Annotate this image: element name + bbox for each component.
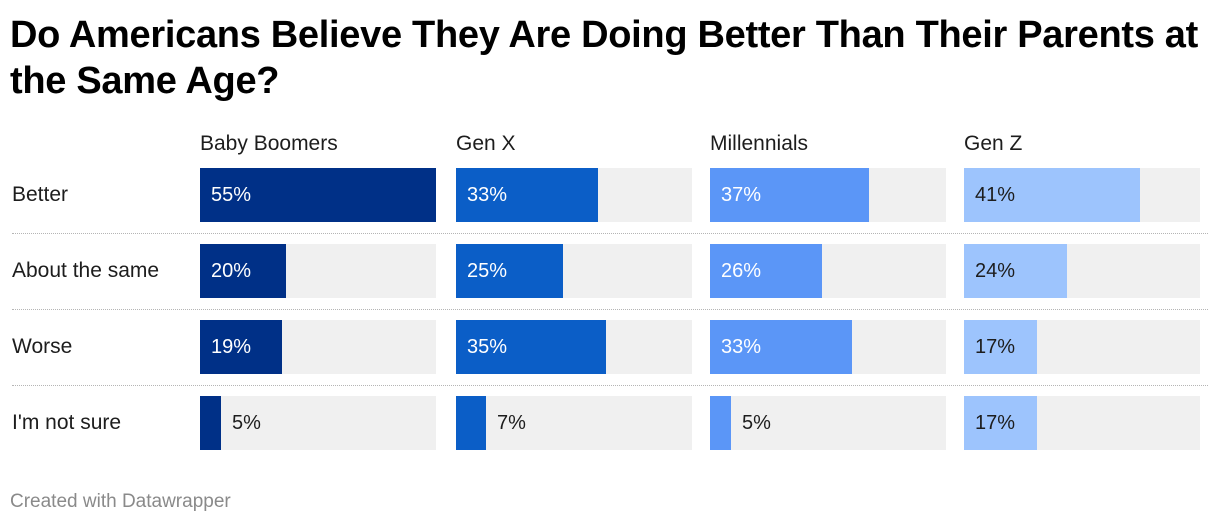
bar [710, 244, 822, 298]
bar-track: 24% [964, 244, 1200, 298]
row-label: Worse [12, 335, 73, 358]
bar-track: 41% [964, 168, 1200, 222]
data-label: 17% [975, 336, 1016, 358]
data-label: 55% [211, 184, 252, 206]
series-header: Baby Boomers [200, 132, 338, 155]
data-label: 37% [721, 184, 762, 206]
data-label: 26% [721, 260, 762, 282]
bar [964, 320, 1037, 374]
bar [964, 244, 1067, 298]
series-header: Millennials [710, 132, 809, 155]
bar-track: 33% [456, 168, 692, 222]
row-separator [12, 233, 1208, 234]
bar-track: 35% [456, 320, 692, 374]
bar [456, 320, 606, 374]
series-header: Gen X [456, 132, 516, 155]
bar [200, 168, 436, 222]
bar-track: 37% [710, 168, 946, 222]
data-label: 25% [467, 260, 508, 282]
row-label: About the same [12, 259, 160, 282]
bar-track: 26% [710, 244, 946, 298]
bar [710, 320, 852, 374]
bar [710, 168, 869, 222]
data-label: 20% [211, 260, 252, 282]
bar [200, 244, 286, 298]
bar-track: 25% [456, 244, 692, 298]
bar [964, 168, 1140, 222]
bar [964, 396, 1037, 450]
bar-track: 33% [710, 320, 946, 374]
data-label: 33% [467, 184, 508, 206]
data-label: 19% [211, 336, 252, 358]
data-label: 24% [975, 260, 1016, 282]
bar-track: 19% [200, 320, 436, 374]
row-separator [12, 385, 1208, 386]
bar-track: 17% [964, 320, 1200, 374]
row-separator [12, 309, 1208, 310]
footer-credit: Created with Datawrapper [10, 491, 231, 512]
data-label: 35% [467, 336, 508, 358]
data-label: 17% [975, 412, 1016, 434]
bar [710, 396, 731, 450]
row-label: Better [12, 183, 69, 206]
bar-track: 55% [200, 168, 436, 222]
bar-track: 20% [200, 244, 436, 298]
data-label: 33% [721, 336, 762, 358]
data-label: 7% [497, 412, 526, 434]
bar [456, 396, 486, 450]
bar [200, 396, 221, 450]
data-label: 5% [742, 412, 771, 434]
bar-track: 7% [456, 396, 692, 450]
bar-track: 5% [200, 396, 436, 450]
bar [456, 168, 598, 222]
bar-track: 5% [710, 396, 946, 450]
row-label: I'm not sure [12, 411, 122, 434]
bar [200, 320, 282, 374]
series-header: Gen Z [964, 132, 1023, 155]
chart-title: Do Americans Believe They Are Doing Bett… [10, 14, 1198, 102]
data-label: 5% [232, 412, 261, 434]
bar-track: 17% [964, 396, 1200, 450]
bar [456, 244, 563, 298]
data-label: 41% [975, 184, 1016, 206]
